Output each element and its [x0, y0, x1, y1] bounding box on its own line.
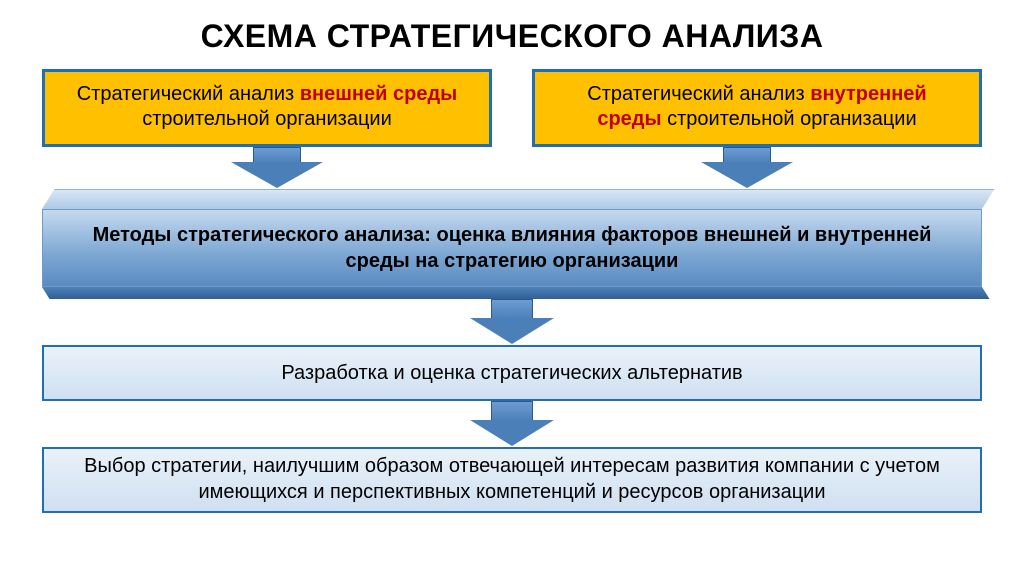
alternatives-box: Разработка и оценка стратегических альте… — [42, 345, 982, 401]
internal-post: строительной организации — [662, 108, 917, 130]
arrow-down-icon — [472, 299, 552, 345]
arrows-row-2 — [36, 299, 988, 345]
top-boxes-row: Стратегический анализ внешней среды стро… — [36, 69, 988, 147]
strategy-choice-box: Выбор стратегии, наилучшим образом отвеч… — [42, 447, 982, 513]
external-highlight: внешней среды — [300, 83, 457, 105]
external-post: строительной организации — [142, 108, 392, 130]
arrow-down-icon — [702, 147, 792, 189]
methods-bar: Методы стратегического анализа: оценка в… — [42, 189, 982, 299]
alternatives-text: Разработка и оценка стратегических альте… — [281, 362, 742, 385]
internal-pre: Стратегический анализ — [587, 83, 810, 105]
arrow-down-icon — [232, 147, 322, 189]
arrow-down-icon — [472, 401, 552, 447]
arrows-row-3 — [36, 401, 988, 447]
page-title: СХЕМА СТРАТЕГИЧЕСКОГО АНАЛИЗА — [36, 18, 988, 55]
strategy-choice-text: Выбор стратегии, наилучшим образом отвеч… — [68, 454, 956, 505]
external-analysis-box: Стратегический анализ внешней среды стро… — [42, 69, 492, 147]
methods-text: Методы стратегического анализа: оценка в… — [83, 222, 941, 274]
arrows-row-1 — [36, 147, 988, 189]
internal-analysis-box: Стратегический анализ внутренней среды с… — [532, 69, 982, 147]
external-pre: Стратегический анализ — [77, 83, 300, 105]
